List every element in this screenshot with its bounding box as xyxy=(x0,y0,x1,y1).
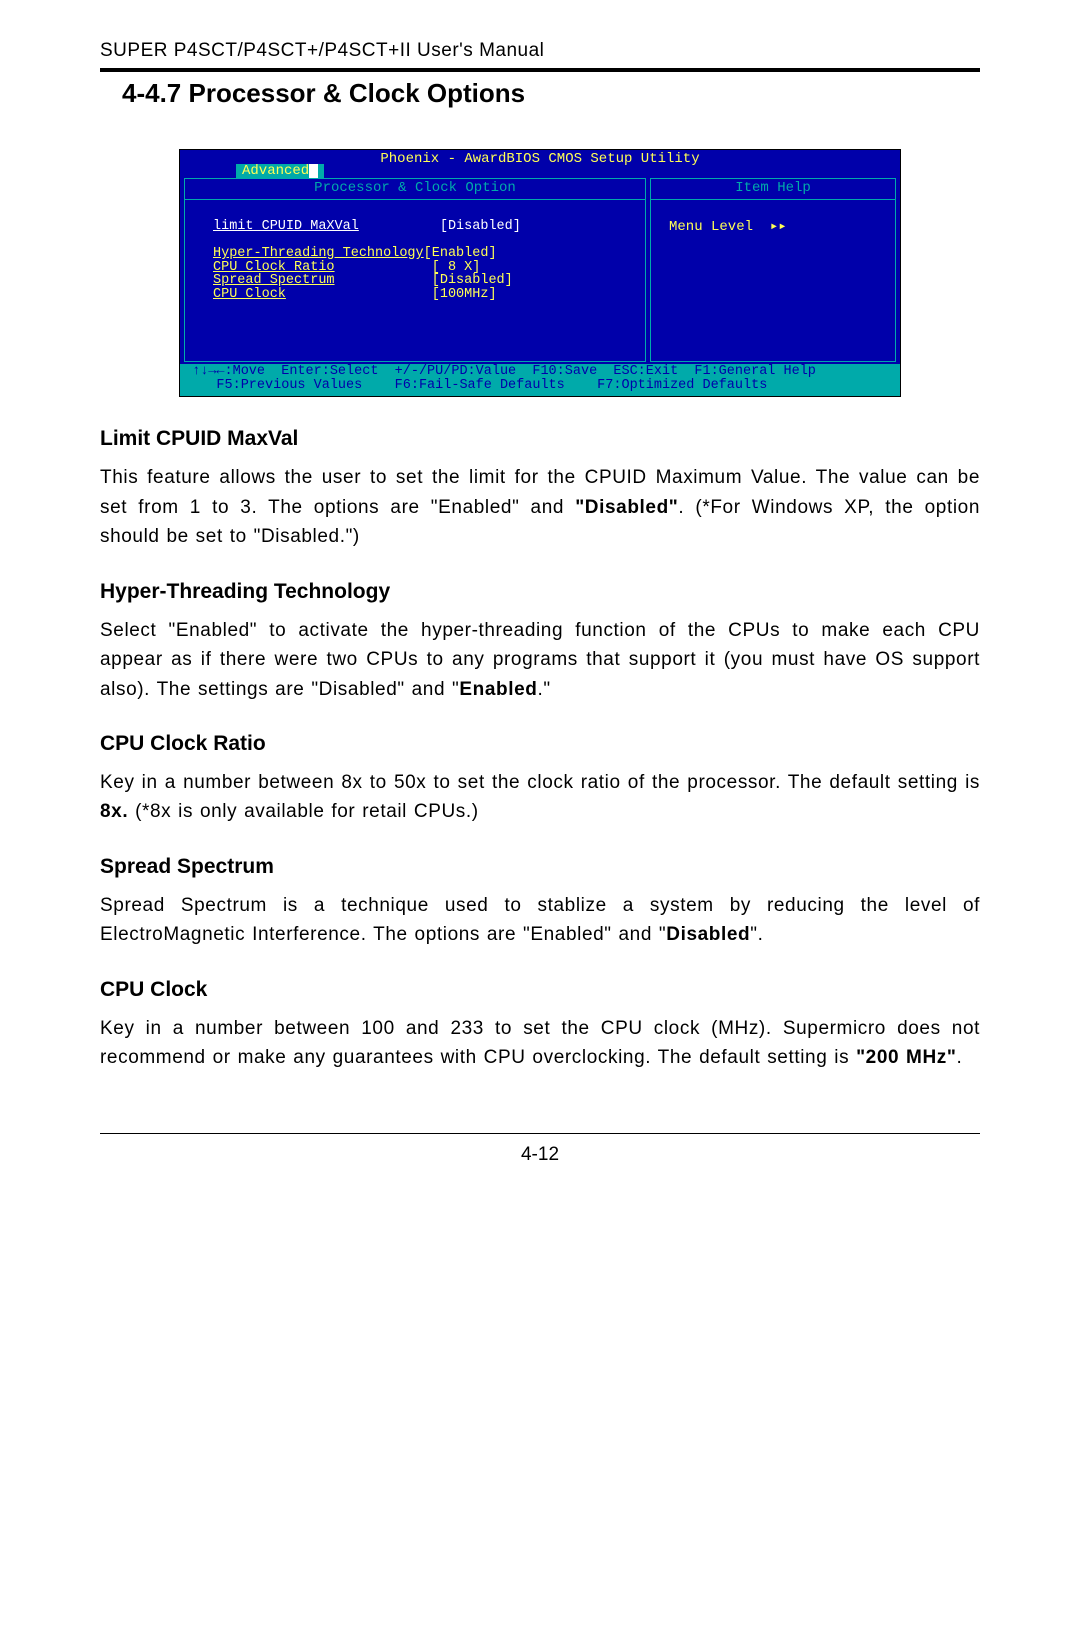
heading-hyper-threading: Hyper-Threading Technology xyxy=(100,580,980,604)
bios-right-panel: Item Help Menu Level ▸▸ xyxy=(650,178,896,362)
bios-option-value: [Disabled] xyxy=(440,219,521,234)
bios-left-panel: Processor & Clock Option limit CPUID MaX… xyxy=(184,178,646,362)
bios-footer: ↑↓→←:Move Enter:Select +/-/PU/PD:Value F… xyxy=(180,364,900,396)
text-fragment: Key in a number between 8x to 50x to set… xyxy=(100,772,980,793)
bios-help-content: Menu Level ▸▸ xyxy=(651,200,895,294)
text-fragment: ". xyxy=(750,924,763,945)
bios-window-title: Phoenix - AwardBIOS CMOS Setup Utility xyxy=(380,152,699,166)
text-bold: "200 MHz" xyxy=(856,1047,956,1068)
bios-tab-label: Advanced xyxy=(242,163,309,179)
menu-level-label: Menu Level xyxy=(669,219,753,235)
text-fragment: Spread Spectrum is a technique used to s… xyxy=(100,895,980,945)
page-container: SUPER P4SCT/P4SCT+/P4SCT+II User's Manua… xyxy=(0,0,1080,1196)
running-header: SUPER P4SCT/P4SCT+/P4SCT+II User's Manua… xyxy=(100,40,980,72)
bios-footer-line2: F5:Previous Values F6:Fail-Safe Defaults… xyxy=(184,378,767,393)
heading-limit-cpuid: Limit CPUID MaxVal xyxy=(100,427,980,451)
text-bold: Disabled xyxy=(666,924,750,945)
text-fragment: Key in a number between 100 and 233 to s… xyxy=(100,1018,980,1068)
para-spread-spectrum: Spread Spectrum is a technique used to s… xyxy=(100,891,980,950)
text-bold: Enabled xyxy=(459,679,537,700)
bios-footer-line1: ↑↓→←:Move Enter:Select +/-/PU/PD:Value F… xyxy=(184,364,816,379)
text-fragment: (*8x is only available for retail CPUs.) xyxy=(128,801,479,822)
bios-options-list: limit CPUID MaXVal [Disabled] Hyper-Thre… xyxy=(185,200,645,361)
text-bold: "Disabled" xyxy=(575,497,678,518)
para-cpu-clock: Key in a number between 100 and 233 to s… xyxy=(100,1014,980,1073)
bios-option-value: [100MHz] xyxy=(432,287,497,302)
text-fragment: . xyxy=(957,1047,963,1068)
heading-spread-spectrum: Spread Spectrum xyxy=(100,855,980,879)
heading-cpu-clock: CPU Clock xyxy=(100,978,980,1002)
bios-option-limit-cpuid[interactable]: limit CPUID MaXVal [Disabled] xyxy=(213,219,521,234)
heading-cpu-clock-ratio: CPU Clock Ratio xyxy=(100,732,980,756)
section-title: 4-4.7 Processor & Clock Options xyxy=(122,78,980,109)
bios-option-label: limit CPUID MaXVal xyxy=(213,219,359,234)
para-limit-cpuid: This feature allows the user to set the … xyxy=(100,463,980,551)
bios-option-cpu-clock[interactable]: CPU Clock [100MHz] xyxy=(213,287,497,302)
bios-option-label: CPU Clock xyxy=(213,287,286,302)
text-bold: 8x. xyxy=(100,801,128,822)
text-fragment: ." xyxy=(537,679,550,700)
bios-screenshot: Phoenix - AwardBIOS CMOS Setup Utility A… xyxy=(179,149,901,397)
para-cpu-clock-ratio: Key in a number between 8x to 50x to set… xyxy=(100,768,980,827)
chevron-right-icon: ▸▸ xyxy=(770,219,787,235)
page-footer: 4-12 xyxy=(100,1133,980,1166)
bios-tab-advanced[interactable]: Advanced xyxy=(228,164,332,178)
bios-right-header: Item Help xyxy=(651,179,895,200)
bios-titlebar: Phoenix - AwardBIOS CMOS Setup Utility A… xyxy=(180,150,900,170)
bios-left-header: Processor & Clock Option xyxy=(185,179,645,200)
page-number: 4-12 xyxy=(521,1144,559,1165)
para-hyper-threading: Select "Enabled" to activate the hyper-t… xyxy=(100,616,980,704)
bios-body: Processor & Clock Option limit CPUID MaX… xyxy=(180,170,900,364)
cursor-icon xyxy=(309,164,318,178)
